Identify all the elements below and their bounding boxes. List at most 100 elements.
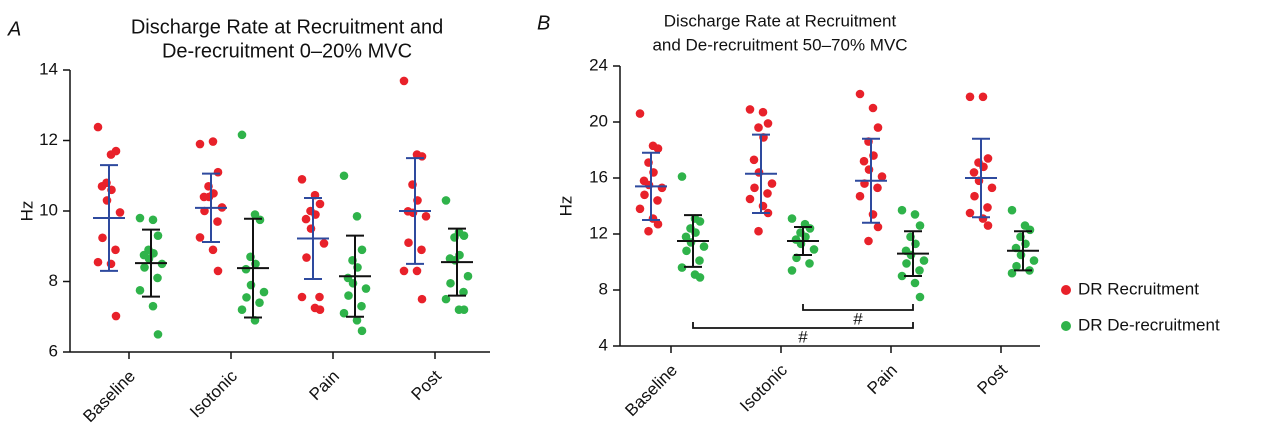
data-point	[417, 152, 427, 161]
y-tick-label: 8	[599, 279, 608, 298]
data-point	[1029, 256, 1039, 265]
x-tick-label: Pain	[306, 367, 343, 404]
data-point	[749, 155, 759, 165]
data-point	[987, 183, 997, 193]
data-point	[297, 174, 307, 184]
y-tick-label: 4	[599, 335, 608, 354]
data-point	[404, 238, 413, 248]
data-point	[677, 172, 687, 181]
data-point	[213, 167, 223, 177]
y-tick-label: 12	[589, 223, 608, 242]
data-point	[361, 284, 371, 293]
data-point	[969, 168, 979, 177]
panel-label: A	[7, 18, 21, 40]
data-point	[463, 271, 473, 281]
data-point	[93, 257, 103, 267]
data-point	[144, 254, 154, 263]
data-point	[1025, 225, 1035, 235]
data-point	[873, 222, 883, 232]
data-point	[111, 146, 121, 156]
data-point	[805, 224, 815, 233]
data-point	[983, 221, 993, 230]
significance-bracket	[802, 304, 914, 311]
data-point	[237, 130, 247, 140]
data-point	[750, 183, 759, 193]
data-point	[421, 211, 431, 221]
data-point	[135, 213, 145, 223]
y-tick-label: 14	[39, 59, 58, 78]
data-point	[897, 271, 907, 281]
data-point	[978, 92, 988, 102]
legend-label: DR Recruitment	[1078, 279, 1199, 298]
data-point	[441, 294, 451, 304]
data-point	[695, 273, 705, 282]
data-point	[868, 103, 878, 113]
significance-label: #	[853, 309, 863, 328]
data-point	[653, 196, 662, 205]
data-point	[153, 330, 163, 339]
significance-label: #	[798, 327, 808, 346]
data-point	[965, 208, 975, 218]
data-point	[873, 183, 882, 193]
data-point	[635, 109, 645, 118]
data-point	[213, 266, 223, 276]
panel-label: B	[537, 12, 550, 34]
y-axis-label: Hz	[17, 201, 36, 222]
data-point	[640, 190, 649, 200]
data-point	[1007, 205, 1017, 215]
data-point	[855, 89, 865, 99]
data-point	[906, 250, 916, 260]
data-point	[644, 226, 653, 236]
y-tick-label: 6	[49, 341, 58, 360]
data-point	[978, 214, 988, 223]
data-point	[357, 245, 367, 255]
data-point	[352, 315, 362, 325]
x-tick-label: Pain	[864, 361, 901, 398]
data-point	[417, 245, 426, 255]
data-point	[242, 293, 251, 302]
x-tick-label: Baseline	[79, 367, 139, 427]
data-point	[357, 301, 366, 311]
data-point	[213, 217, 222, 226]
data-point	[259, 287, 269, 297]
data-point	[153, 273, 162, 283]
data-point	[102, 196, 112, 205]
data-point	[910, 278, 920, 288]
significance-bracket	[692, 322, 914, 329]
y-tick-label: 8	[49, 271, 58, 290]
data-point	[399, 266, 409, 276]
data-point	[1012, 261, 1021, 271]
chart-title: Discharge Rate at Recruitment	[664, 11, 897, 30]
data-point	[352, 211, 362, 221]
data-point	[153, 231, 163, 240]
x-tick-label: Post	[974, 360, 1012, 398]
data-point	[315, 292, 324, 302]
data-point	[306, 224, 316, 233]
y-tick-label: 10	[39, 200, 58, 219]
data-point	[111, 245, 120, 255]
data-point	[148, 301, 158, 311]
data-point	[399, 76, 409, 86]
data-point	[1016, 250, 1026, 260]
legend-label: DR De-recruitment	[1078, 315, 1220, 334]
data-point	[864, 165, 874, 174]
chart-title: Discharge Rate at Recruitment and	[131, 16, 443, 38]
data-point	[763, 119, 773, 128]
data-point	[339, 171, 349, 181]
data-point	[677, 263, 687, 272]
x-tick-label: Isotonic	[736, 360, 791, 415]
data-point	[745, 194, 755, 204]
data-point	[417, 294, 427, 304]
data-point	[297, 292, 307, 302]
data-point	[653, 144, 663, 153]
data-point	[644, 180, 654, 190]
data-point	[237, 305, 247, 315]
data-point	[97, 182, 107, 191]
y-axis-label: Hz	[556, 196, 575, 217]
data-point	[301, 214, 311, 224]
data-point	[93, 122, 103, 132]
data-point	[699, 242, 709, 251]
data-point	[98, 233, 107, 243]
